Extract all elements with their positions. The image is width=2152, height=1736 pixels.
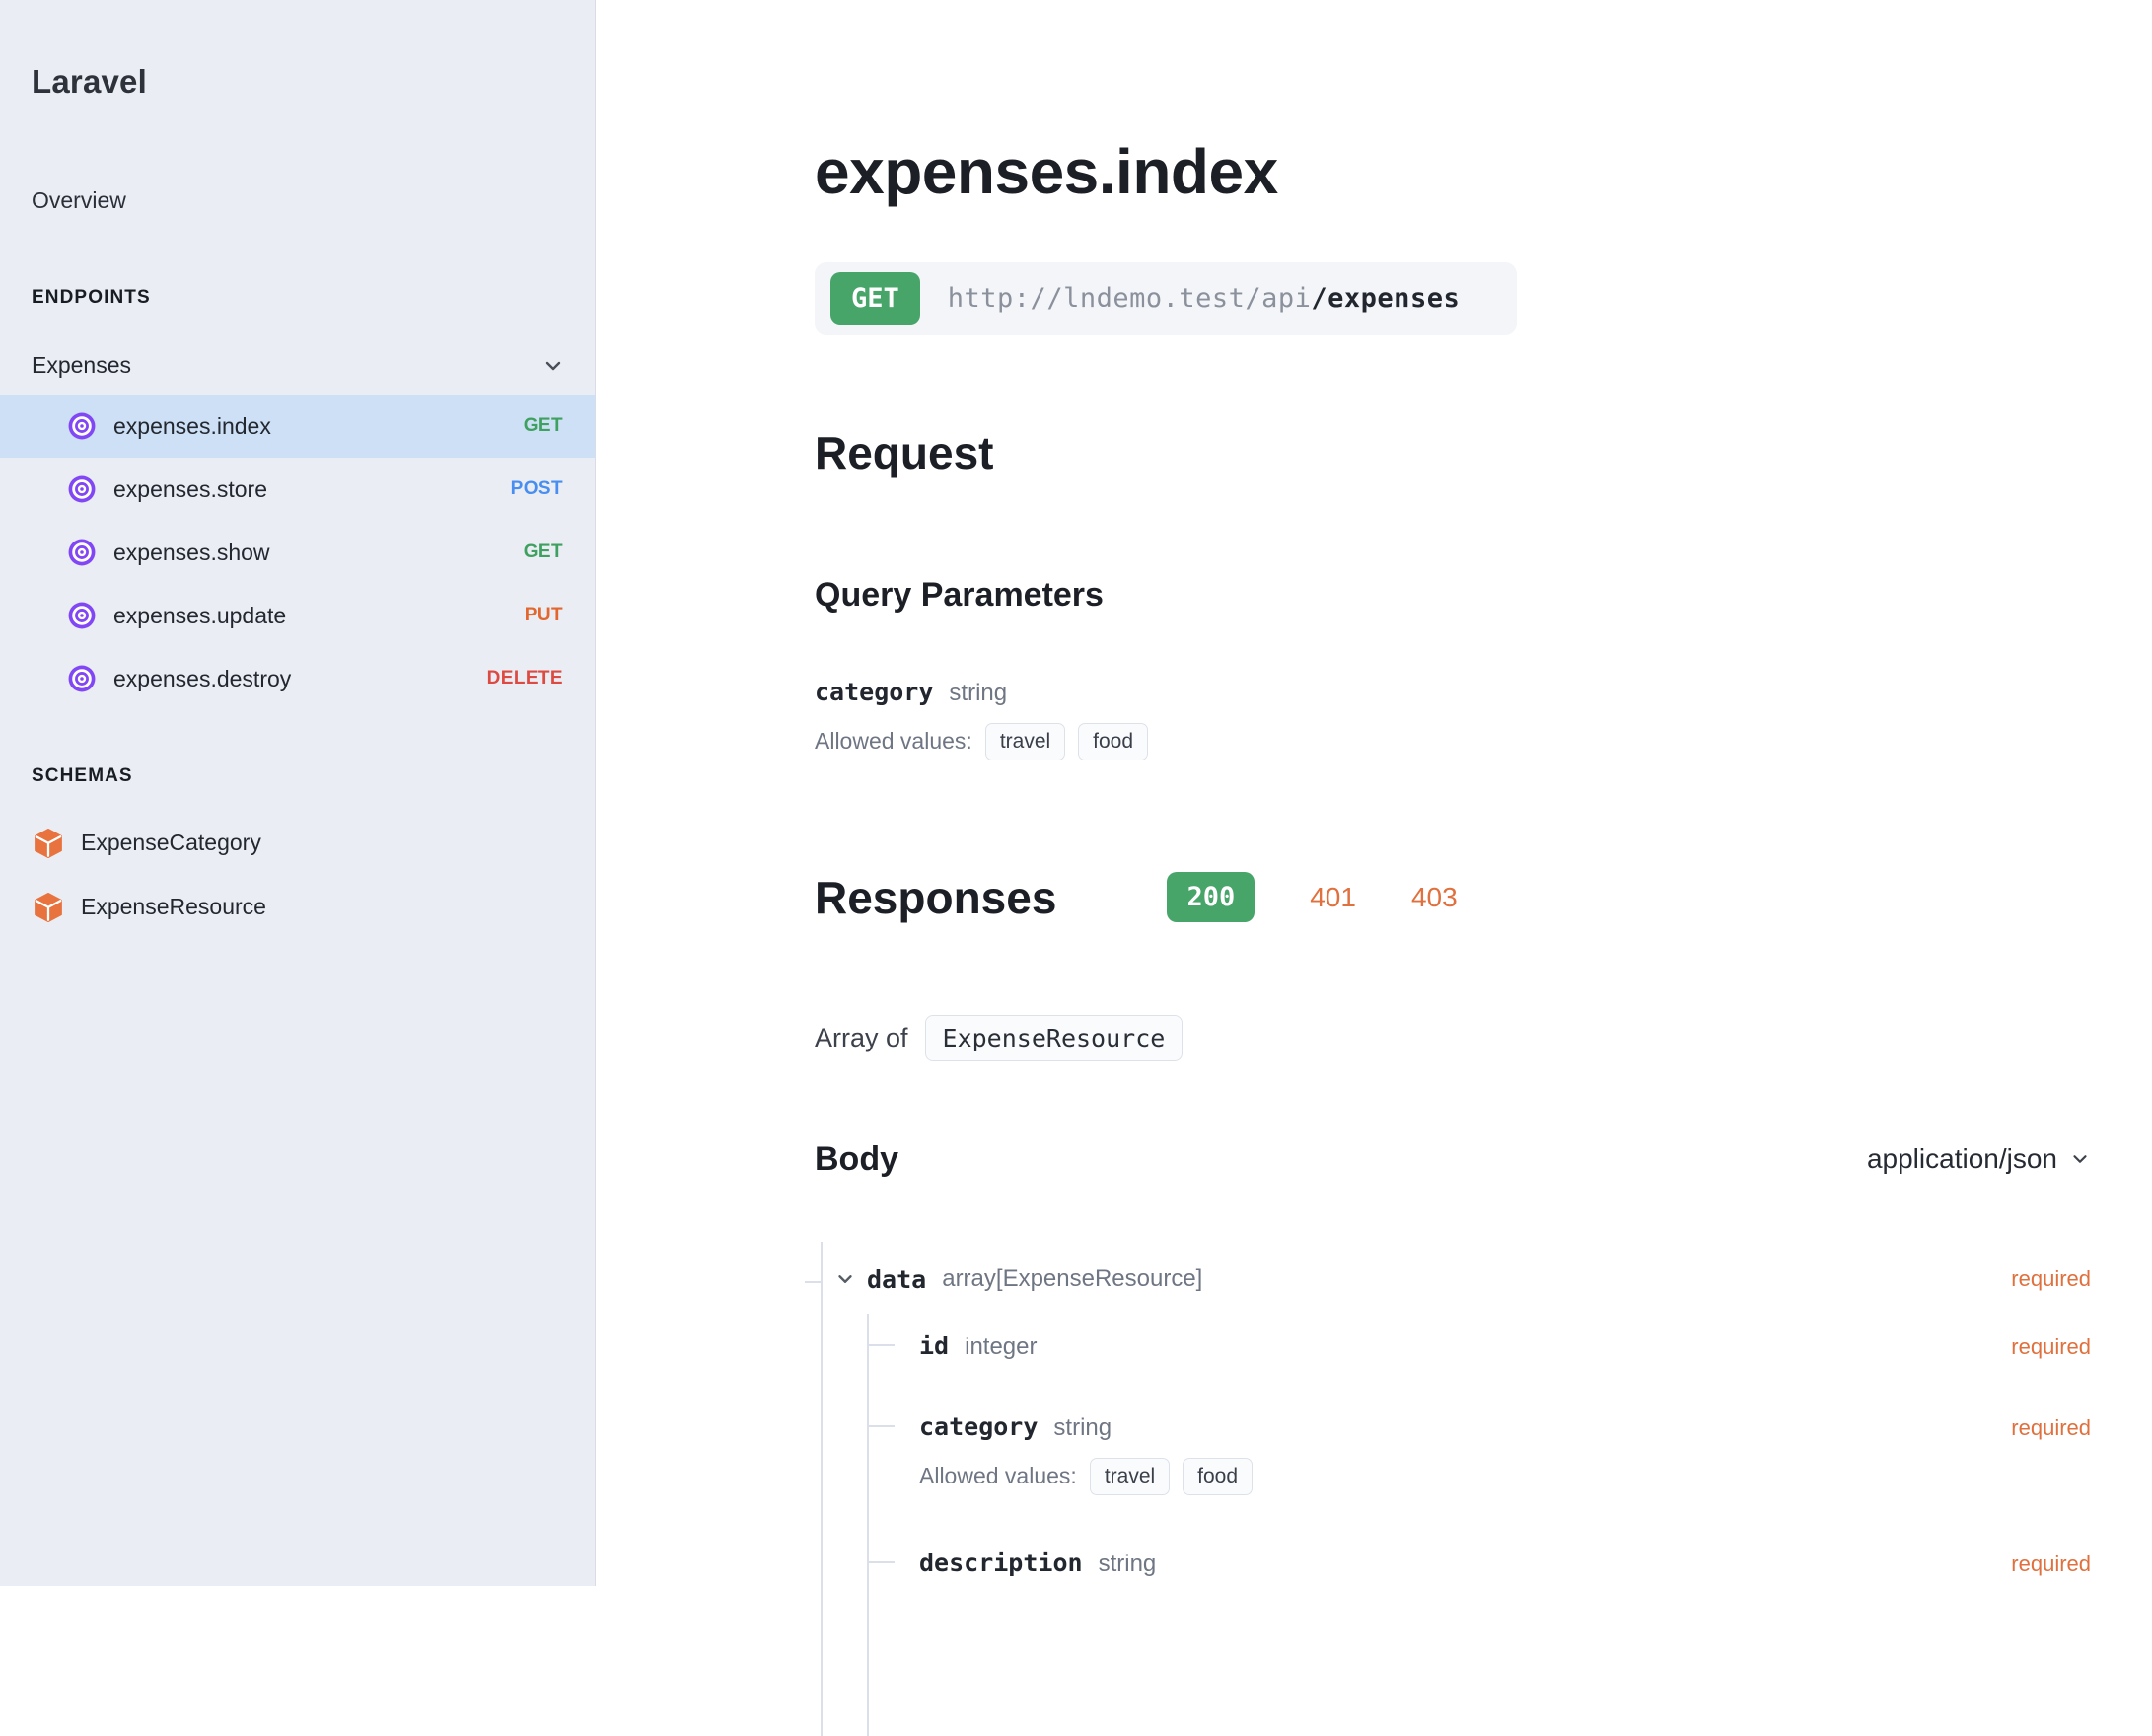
field-type: array[ExpenseResource] [942,1266,1203,1293]
required-badge: required [2011,1551,2091,1576]
field-children: id integer required category string requ… [867,1313,2091,1736]
endpoint-label: expenses.store [113,475,267,502]
field-row-description: description string required [869,1549,2091,1578]
schema-label: ExpenseResource [81,894,266,919]
schema-label: ExpenseCategory [81,830,261,855]
target-icon [68,412,96,440]
schema-ref-chip[interactable]: ExpenseResource [924,1014,1184,1061]
cube-icon [35,892,62,922]
field-row-category: category string required [869,1412,2091,1442]
content-type-select[interactable]: application/json [1867,1143,2091,1175]
sidebar-item-overview[interactable]: Overview [32,187,126,213]
endpoint-method-badge: POST [510,478,563,499]
target-icon [68,539,96,566]
field-row-id: id integer required [869,1332,2091,1361]
field-name: category [919,1411,1039,1441]
array-of-label: Array of [815,1022,908,1052]
endpoint-label: expenses.update [113,602,287,628]
chevron-down-icon[interactable] [834,1268,856,1290]
required-badge: required [2011,1334,2091,1359]
endpoints-section-heading: ENDPOINTS [32,287,151,308]
field-row-data: data array[ExpenseResource] required [805,1265,2091,1294]
allowed-values-row: Allowed values: travel food [869,1457,2091,1495]
body-header-row: Body application/json [815,1140,2091,1179]
method-badge: GET [830,272,920,326]
allowed-value-chip: travel [1089,1457,1171,1495]
field-name: data [867,1265,927,1294]
allowed-value-chip: food [1078,722,1149,760]
sidebar-item-schema-expenseresource[interactable]: ExpenseResource [0,875,595,939]
sidebar-item-expenses-update[interactable]: expenses.update PUT [0,584,595,647]
content-type-value: application/json [1866,1143,2057,1175]
sidebar-group-expenses[interactable]: Expenses [32,352,565,379]
target-icon [68,475,96,503]
target-icon [68,665,96,692]
field-name: id [919,1331,950,1360]
endpoint-label: expenses.destroy [113,665,292,691]
allowed-value-chip: food [1183,1457,1254,1495]
param-type: string [949,679,1008,706]
endpoint-method-badge: DELETE [486,668,563,688]
request-heading: Request [815,426,994,478]
endpoint-method-badge: GET [523,415,563,436]
responses-heading: Responses [815,871,1057,923]
endpoint-url-base: http://lndemo.test/api [947,283,1312,315]
endpoint-url-path: /expenses [1311,283,1461,315]
endpoint-method-badge: PUT [524,605,563,625]
page-title: expenses.index [815,136,1278,207]
responses-header-row: Responses 200 401 403 [815,871,2091,924]
required-badge: required [2011,1414,2091,1440]
chevron-down-icon [2073,1155,2087,1163]
allowed-values-label: Allowed values: [815,728,972,755]
endpoint-list: expenses.index GET expenses.store POST e… [0,395,595,710]
allowed-value-chip: travel [984,722,1066,760]
status-tab-403[interactable]: 403 [1410,881,1458,912]
group-label: Expenses [32,352,132,378]
field-type: integer [965,1333,1038,1360]
chevron-down-icon [545,361,561,370]
array-of-row: Array of ExpenseResource [815,1014,2091,1061]
field-type: string [1098,1550,1157,1577]
status-tab-200[interactable]: 200 [1167,872,1255,923]
field-type: string [1053,1413,1112,1441]
status-tab-401[interactable]: 401 [1310,881,1356,912]
sidebar-item-expenses-store[interactable]: expenses.store POST [0,458,595,521]
endpoint-method-badge: GET [523,542,563,562]
schema-list: ExpenseCategory ExpenseResource [0,811,595,939]
endpoint-label: expenses.show [113,539,270,565]
required-badge: required [2011,1266,2091,1292]
schemas-section-heading: SCHEMAS [32,765,133,786]
sidebar-item-schema-expensecategory[interactable]: ExpenseCategory [0,811,595,875]
sidebar-item-expenses-show[interactable]: expenses.show GET [0,521,595,584]
body-heading: Body [815,1139,898,1178]
param-name: category [815,677,934,706]
query-parameter-row: category string [815,678,2091,707]
app-title: Laravel [32,63,147,100]
sidebar-item-expenses-index[interactable]: expenses.index GET [0,395,595,458]
endpoint-url: http://lndemo.test/api/expenses [948,283,1460,314]
allowed-values-label: Allowed values: [919,1463,1077,1489]
field-name: description [919,1548,1083,1577]
endpoint-url-bar: GET http://lndemo.test/api/expenses [815,261,1517,335]
endpoint-label: expenses.index [113,412,271,439]
target-icon [68,602,96,629]
cube-icon [35,828,62,858]
sidebar: Laravel Overview ENDPOINTS Expenses expe… [0,0,596,1586]
main-content: expenses.index GET http://lndemo.test/ap… [596,0,2152,1736]
query-parameters-heading: Query Parameters [815,575,1104,614]
allowed-values-row: Allowed values: travel food [815,722,2091,760]
body-schema-tree: data array[ExpenseResource] required id … [805,1241,2091,1736]
sidebar-item-expenses-destroy[interactable]: expenses.destroy DELETE [0,647,595,710]
